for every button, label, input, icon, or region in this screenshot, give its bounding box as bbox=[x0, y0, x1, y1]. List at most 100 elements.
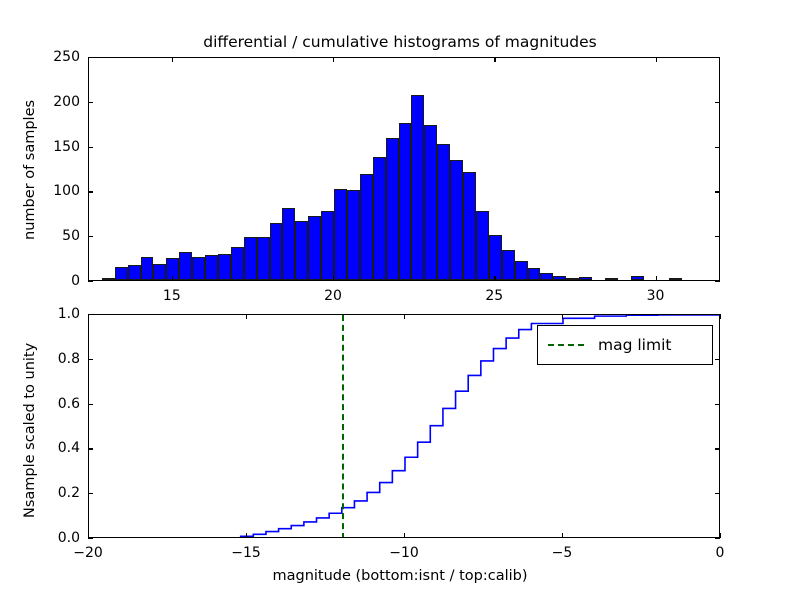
y-tick-label: 250 bbox=[53, 49, 80, 65]
histogram-bar bbox=[424, 125, 438, 280]
y-tick bbox=[88, 146, 93, 148]
top-axis-y-label: number of samples bbox=[22, 99, 38, 240]
x-tick bbox=[720, 314, 722, 319]
histogram-bar bbox=[153, 263, 167, 280]
x-tick bbox=[333, 57, 335, 62]
mag-limit-legend-swatch bbox=[548, 344, 584, 346]
y-tick bbox=[88, 538, 93, 540]
y-tick-label: 0.4 bbox=[57, 440, 80, 457]
y-tick-label: 0 bbox=[71, 273, 80, 289]
y-tick bbox=[715, 358, 720, 361]
histogram-bar bbox=[437, 143, 451, 280]
x-tick bbox=[494, 276, 496, 281]
y-tick bbox=[715, 146, 720, 148]
histogram-bar bbox=[411, 94, 425, 280]
x-tick-label: 30 bbox=[646, 288, 665, 304]
mag-limit-vline bbox=[341, 315, 344, 537]
x-tick bbox=[720, 533, 722, 538]
y-tick bbox=[715, 493, 720, 495]
histogram-bar bbox=[269, 222, 283, 280]
x-tick-label: −10 bbox=[389, 545, 419, 561]
x-tick bbox=[494, 57, 496, 62]
y-tick bbox=[88, 57, 93, 59]
x-tick bbox=[655, 276, 657, 281]
histogram-bar bbox=[540, 272, 554, 280]
y-tick-label: 200 bbox=[53, 93, 80, 110]
histogram-bar bbox=[101, 278, 115, 280]
y-tick bbox=[715, 101, 720, 104]
x-tick bbox=[171, 276, 174, 281]
x-tick bbox=[246, 533, 248, 538]
y-tick bbox=[715, 281, 720, 283]
y-tick bbox=[88, 448, 93, 450]
histogram-bar bbox=[321, 211, 335, 280]
y-tick bbox=[88, 358, 93, 361]
x-tick bbox=[333, 276, 335, 281]
histogram-bar bbox=[114, 266, 128, 280]
histogram-bar bbox=[669, 278, 683, 280]
histogram-bar bbox=[385, 138, 399, 280]
histogram-bar bbox=[514, 261, 528, 280]
y-tick bbox=[715, 403, 720, 405]
histogram-bar bbox=[463, 172, 476, 280]
cumulative-curve-svg bbox=[239, 315, 719, 537]
y-tick bbox=[715, 538, 720, 540]
histogram-bar bbox=[217, 254, 231, 280]
y-tick-label: 0.6 bbox=[57, 395, 80, 412]
histogram-bar bbox=[630, 276, 644, 280]
x-tick bbox=[88, 314, 90, 319]
bottom-axis-x-label: magnitude (bottom:isnt / top:calib) bbox=[272, 568, 528, 584]
x-tick bbox=[404, 533, 406, 538]
histogram-bar bbox=[230, 246, 244, 280]
histogram-bar bbox=[566, 278, 580, 280]
y-tick-label: 50 bbox=[62, 228, 80, 245]
histogram-bar bbox=[346, 190, 360, 280]
x-tick-label: −15 bbox=[231, 545, 261, 561]
x-tick bbox=[246, 314, 248, 319]
histogram-bar bbox=[256, 237, 270, 280]
y-tick bbox=[715, 191, 720, 193]
mag-limit-legend-label: mag limit bbox=[598, 336, 672, 354]
x-tick-label: 0 bbox=[715, 545, 725, 561]
y-tick bbox=[88, 236, 93, 238]
top-axes-histogram bbox=[88, 57, 720, 281]
y-tick bbox=[715, 236, 720, 238]
y-tick bbox=[88, 281, 93, 283]
x-tick bbox=[562, 314, 564, 319]
histogram-bar bbox=[334, 188, 347, 280]
histogram-bar bbox=[372, 157, 386, 280]
x-tick-label: 15 bbox=[162, 288, 181, 304]
y-tick bbox=[88, 314, 93, 316]
y-tick bbox=[715, 314, 720, 316]
y-tick bbox=[88, 403, 93, 405]
histogram-bar bbox=[527, 268, 541, 280]
histogram-bar bbox=[127, 264, 141, 280]
x-tick-label: −20 bbox=[73, 545, 103, 561]
histogram-bar bbox=[282, 208, 296, 280]
y-tick bbox=[715, 57, 720, 59]
histogram-bar bbox=[604, 278, 618, 280]
histogram-plot-area bbox=[89, 58, 719, 280]
histogram-bar bbox=[308, 215, 322, 280]
y-tick bbox=[715, 448, 720, 450]
histogram-bar bbox=[501, 249, 515, 280]
x-tick-label: 25 bbox=[485, 288, 504, 304]
y-tick bbox=[88, 191, 93, 193]
histogram-bar bbox=[243, 237, 257, 280]
x-tick bbox=[562, 533, 564, 538]
histogram-bar bbox=[359, 174, 373, 280]
x-tick bbox=[88, 533, 90, 538]
legend[interactable]: mag limit bbox=[537, 325, 713, 365]
y-tick-label: 0.8 bbox=[57, 350, 80, 367]
y-tick bbox=[88, 101, 93, 104]
histogram-bar bbox=[553, 276, 567, 280]
y-tick-label: 100 bbox=[53, 183, 80, 200]
x-tick-label: 20 bbox=[324, 288, 342, 304]
y-tick-label: 0.0 bbox=[57, 530, 80, 546]
y-tick-label: 0.2 bbox=[57, 485, 80, 502]
cumulative-line bbox=[239, 315, 719, 537]
x-tick bbox=[404, 314, 406, 319]
y-tick-label: 150 bbox=[53, 138, 80, 155]
x-tick bbox=[171, 57, 174, 62]
